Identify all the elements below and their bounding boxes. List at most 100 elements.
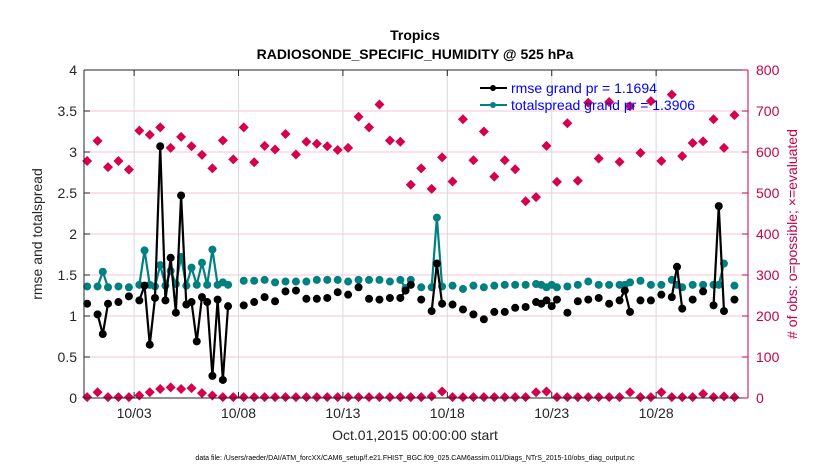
rmse-segment [174,195,183,313]
rmse-point [432,259,441,268]
totalspread-point [688,280,697,289]
obs-evaluated-point [593,392,604,403]
rmse-point [396,293,405,302]
y2-tick-label: 0 [756,390,764,406]
obs-evaluated-point [510,392,521,403]
obs-possible-point [687,137,698,148]
obs-evaluated-point [708,392,719,403]
y-tick-label: 0 [69,390,77,406]
totalspread-point [291,277,300,286]
obs-evaluated-point [176,383,187,394]
obs-marker-dot [710,393,717,401]
data-file-footnote: data file: /Users/raeder/DAI/ATM_forcXX/… [195,455,635,462]
totalspread-point [500,280,509,289]
obs-possible-point [82,156,93,167]
rmse-point [657,290,666,299]
rmse-segment [164,257,172,301]
obs-marker-dot [438,388,446,395]
y2-tick-label: 500 [756,185,780,201]
obs-marker-dot [731,393,738,401]
totalspread-point [312,275,321,284]
rmse-point [171,308,180,317]
obs-marker-dot [418,393,425,401]
totalspread-point [626,278,635,287]
obs-evaluated-point [207,390,218,401]
rmse-point [203,298,212,307]
totalspread-point [605,280,614,289]
rmse-point [458,305,467,314]
rmse-point [281,287,290,296]
rmse-segment [221,306,230,381]
obs-possible-point [384,135,395,146]
obs-possible-point [478,126,489,137]
obs-marker-dot [679,393,686,401]
rmse-point [302,294,311,303]
obs-evaluated-point [186,383,197,394]
obs-marker-dot [585,393,592,401]
obs-marker-dot [376,393,383,401]
legend-rmse-marker [490,85,496,91]
obs-marker-dot [668,91,675,98]
obs-evaluated-point [437,386,448,397]
totalspread-point [521,280,530,289]
obs-marker-dot [376,101,383,108]
totalspread-point [192,280,201,289]
obs-possible-point [165,142,176,153]
obs-possible-point [332,144,343,155]
totalspread-point [432,213,441,222]
totalspread-point [260,275,269,284]
obs-marker-dot [626,102,634,110]
rmse-point [730,295,739,304]
obs-possible-point [708,114,719,125]
obs-evaluated-point [551,392,562,403]
obs-marker-dot [511,166,519,173]
rmse-point [417,295,426,304]
y-tick-label: 3 [69,144,77,160]
obs-marker-dot [146,131,153,138]
y2-tick-label: 400 [756,226,780,242]
obs-marker-dot [438,154,446,161]
obs-evaluated-point [416,392,427,403]
totalspread-point [699,280,708,289]
totalspread-point [344,277,353,286]
obs-marker-dot [250,159,258,166]
obs-possible-point [249,157,260,168]
rmse-segment [195,297,204,342]
obs-evaluated-point [228,392,239,403]
rmse-point [156,142,165,151]
obs-evaluated-point [489,392,500,403]
obs-evaluated-point [249,392,260,403]
totalspread-segment [143,250,151,286]
totalspread-point [396,275,405,284]
y-tick-label: 0.5 [58,349,78,365]
ticks: 0 0.5 1 1.5 2 2.5 3 3.5 4 0 100 200 300 400 500 600 700 8… [58,62,780,421]
totalspread-point [646,280,655,289]
obs-marker-dot [115,393,122,401]
obs-marker-dot [324,393,331,401]
obs-series [82,89,740,403]
totalspread-point [114,282,123,291]
obs-marker-dot [177,385,185,393]
obs-marker-dot [240,393,247,401]
obs-marker-dot [658,157,665,165]
rmse-point [83,299,92,308]
obs-marker-dot [449,178,456,185]
obs-evaluated-point [635,392,646,403]
obs-marker-dot [271,146,279,153]
rmse-point [145,340,154,349]
obs-marker-dot [720,393,728,400]
rmse-point [208,371,217,380]
obs-marker-dot [595,155,602,162]
obs-marker-dot [647,97,655,105]
rmse-point [401,286,410,295]
obs-possible-point [426,183,437,194]
obs-evaluated-point [259,392,270,403]
obs-evaluated-point [290,392,301,403]
totalspread-point [98,267,107,276]
obs-marker-dot [136,392,143,399]
obs-possible-point [343,142,354,153]
obs-evaluated-point [478,392,489,403]
obs-possible-point [92,135,103,146]
obs-marker-dot [553,393,561,401]
rmse-point [312,294,321,303]
